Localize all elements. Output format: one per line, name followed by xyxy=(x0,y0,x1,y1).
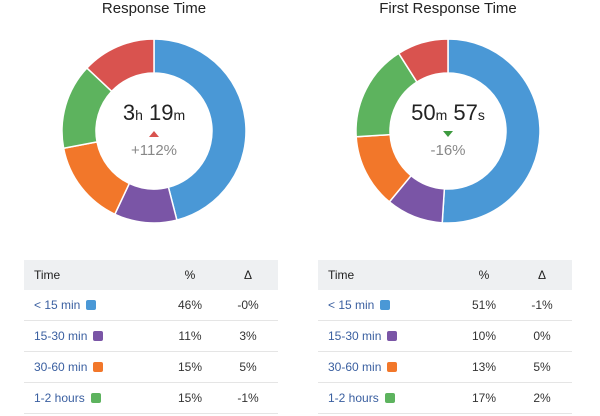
row-label-text: 1-2 hours xyxy=(34,391,85,405)
value-seconds: 57 xyxy=(453,100,478,125)
header-time: Time xyxy=(34,268,61,282)
header-delta: Δ xyxy=(243,268,252,282)
row-percent: 46% xyxy=(162,290,218,321)
table-row[interactable]: 1-2 hours 17% 2% xyxy=(318,382,572,414)
legend-swatch-icon xyxy=(86,300,97,310)
trend-down-icon xyxy=(443,131,453,137)
table-row[interactable]: < 15 min 46% -0% xyxy=(24,290,278,321)
unit-seconds: s xyxy=(477,107,485,123)
header-time: Time xyxy=(328,268,355,282)
row-delta: 2% xyxy=(512,382,572,414)
row-percent: 15% xyxy=(162,351,218,383)
first-response-time-panel: First Response Time 50m 57s -16% Time % … xyxy=(310,0,586,416)
row-delta: 0% xyxy=(512,320,572,352)
row-delta: 5% xyxy=(218,351,278,383)
row-percent: 11% xyxy=(162,320,218,352)
donut-chart[interactable]: 50m 57s -16% xyxy=(349,32,547,230)
row-percent: 51% xyxy=(456,290,512,321)
row-label-text: 30-60 min xyxy=(34,360,88,374)
table-header-row: Time % Δ xyxy=(318,260,572,290)
donut-svg xyxy=(355,38,541,224)
row-percent: 10% xyxy=(456,320,512,352)
table-row[interactable]: 1-2 hours 15% -1% xyxy=(24,382,278,414)
row-label[interactable]: 15-30 min xyxy=(24,320,162,352)
donut-chart[interactable]: 3h 19m +112% xyxy=(55,32,253,230)
response-time-panel: Response Time 3h 19m +112% Time % Δ < 15… xyxy=(16,0,292,416)
row-delta: 5% xyxy=(512,351,572,383)
row-label-text: 15-30 min xyxy=(34,329,88,343)
row-label-text: 1-2 hours xyxy=(328,391,379,405)
donut-slice-0[interactable] xyxy=(441,38,541,224)
row-label[interactable]: < 15 min xyxy=(24,290,162,321)
row-label[interactable]: < 15 min xyxy=(318,290,456,321)
legend-swatch-icon xyxy=(90,393,101,403)
row-delta: -0% xyxy=(218,290,278,321)
row-percent: 17% xyxy=(456,382,512,414)
legend-swatch-icon xyxy=(387,362,398,372)
trend-up-icon xyxy=(149,131,159,137)
row-label[interactable]: 30-60 min xyxy=(318,351,456,383)
table-header-row: Time % Δ xyxy=(24,260,278,290)
value-minutes: 19 xyxy=(149,100,174,125)
unit-minutes: m xyxy=(173,107,186,123)
donut-slice-0[interactable] xyxy=(153,38,247,222)
value-minutes: 50 xyxy=(411,100,436,125)
header-delta: Δ xyxy=(537,268,546,282)
row-delta: -1% xyxy=(512,290,572,321)
row-label[interactable]: 30-60 min xyxy=(24,351,162,383)
table-row[interactable]: < 15 min 51% -1% xyxy=(318,290,572,321)
breakdown-table: Time % Δ < 15 min 46% -0% 15-30 min 11% … xyxy=(24,260,278,414)
legend-swatch-icon xyxy=(380,300,391,310)
legend-swatch-icon xyxy=(387,331,398,341)
panel-title: First Response Time xyxy=(379,0,517,17)
center-value: 50m 57s xyxy=(349,100,547,128)
row-delta: 3% xyxy=(218,320,278,352)
row-label-text: < 15 min xyxy=(34,298,81,312)
row-label[interactable]: 15-30 min xyxy=(318,320,456,352)
donut-svg xyxy=(61,38,247,224)
donut-center: 3h 19m +112% xyxy=(55,32,253,230)
row-label[interactable]: 1-2 hours xyxy=(318,382,456,414)
row-percent: 15% xyxy=(162,382,218,414)
row-label-text: < 15 min xyxy=(328,298,375,312)
breakdown-table: Time % Δ < 15 min 51% -1% 15-30 min 10% … xyxy=(318,260,572,414)
table-row[interactable]: 15-30 min 10% 0% xyxy=(318,320,572,352)
unit-hours: h xyxy=(135,107,143,123)
unit-minutes: m xyxy=(435,107,448,123)
row-label-text: 15-30 min xyxy=(328,329,382,343)
legend-swatch-icon xyxy=(93,331,104,341)
table-row[interactable]: 15-30 min 11% 3% xyxy=(24,320,278,352)
donut-center: 50m 57s -16% xyxy=(349,32,547,230)
header-percent: % xyxy=(184,268,196,282)
change-percent: -16% xyxy=(430,142,466,159)
change-percent: +112% xyxy=(130,142,177,159)
row-label-text: 30-60 min xyxy=(328,360,382,374)
center-value: 3h 19m xyxy=(55,100,253,128)
table-row[interactable]: 30-60 min 13% 5% xyxy=(318,351,572,383)
table-row[interactable]: 30-60 min 15% 5% xyxy=(24,351,278,383)
donut-slice-4[interactable] xyxy=(397,38,449,84)
value-hours: 3 xyxy=(122,100,136,125)
header-percent: % xyxy=(478,268,490,282)
row-label[interactable]: 1-2 hours xyxy=(24,382,162,414)
panel-title: Response Time xyxy=(101,0,207,17)
legend-swatch-icon xyxy=(384,393,395,403)
legend-swatch-icon xyxy=(93,362,104,372)
donut-slice-4[interactable] xyxy=(85,38,155,93)
row-percent: 13% xyxy=(456,351,512,383)
row-delta: -1% xyxy=(218,382,278,414)
